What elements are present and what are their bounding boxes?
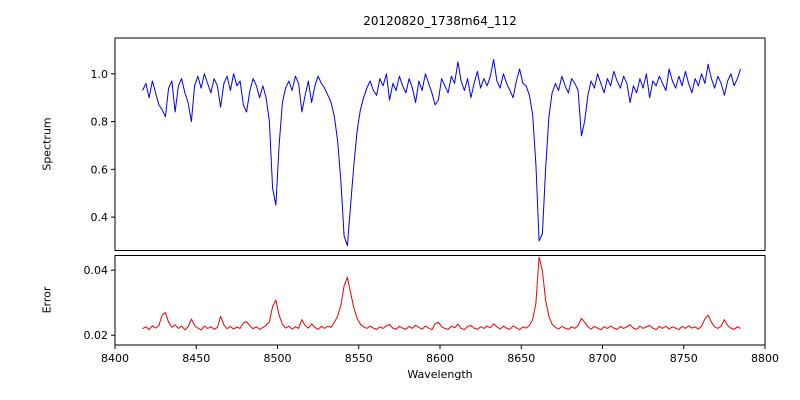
y-tick-label: 1.0 xyxy=(91,68,109,81)
y-tick-label: 0.6 xyxy=(91,163,109,176)
axes-frame xyxy=(114,37,766,251)
y-tick-label: 0.02 xyxy=(84,329,109,342)
x-tick-label: 8550 xyxy=(345,352,373,365)
y-tick-label: 0.8 xyxy=(91,116,109,129)
y-tick-label: 0.4 xyxy=(91,211,109,224)
chart-title: 20120820_1738m64_112 xyxy=(363,14,517,28)
x-tick-label: 8450 xyxy=(182,352,210,365)
x-tick-label: 8500 xyxy=(264,352,292,365)
error-line xyxy=(142,256,741,331)
x-tick-label: 8650 xyxy=(507,352,535,365)
x-tick-label: 8700 xyxy=(589,352,617,365)
error-ylabel: Error xyxy=(40,286,54,314)
x-tick-label: 8400 xyxy=(101,352,129,365)
x-tick-label: 8600 xyxy=(426,352,454,365)
x-tick-label: 8750 xyxy=(670,352,698,365)
spectrum-ylabel: Spectrum xyxy=(40,117,54,171)
y-tick-label: 0.04 xyxy=(84,264,109,277)
x-axis-label: Wavelength xyxy=(407,368,473,381)
spectrum-line xyxy=(142,59,742,247)
axes-frame xyxy=(114,255,766,346)
x-tick-label: 8800 xyxy=(751,352,779,365)
